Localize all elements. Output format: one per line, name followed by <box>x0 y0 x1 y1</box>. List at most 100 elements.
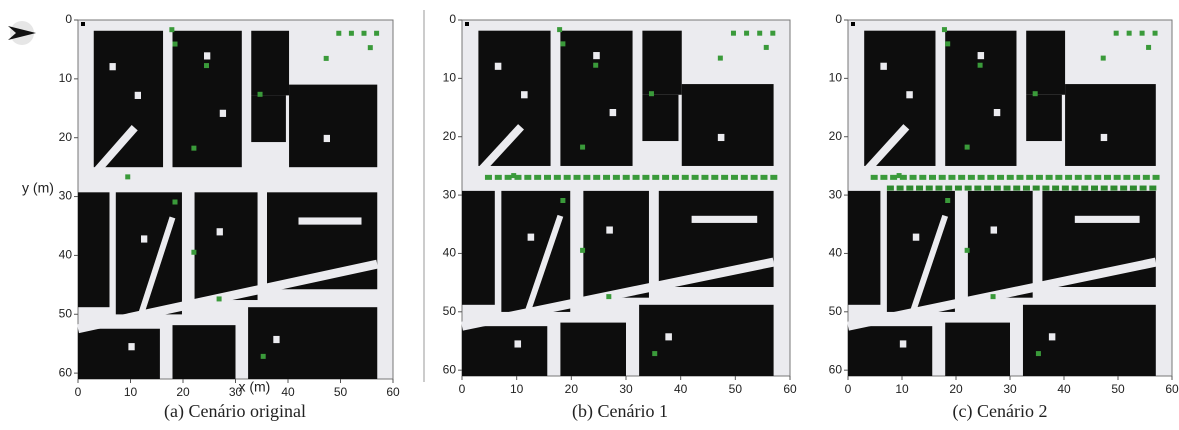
courtyard <box>906 91 912 98</box>
antenna <box>557 27 562 32</box>
origin-marker <box>81 22 85 26</box>
building <box>945 323 1010 376</box>
antenna <box>682 175 689 180</box>
map-panel: 01020304050600102030405060(b) Cenário 1 <box>443 12 797 422</box>
y-tick-label: 60 <box>829 362 843 376</box>
building <box>462 191 495 305</box>
antenna <box>1123 175 1130 180</box>
courtyard <box>521 91 528 98</box>
antenna <box>1016 175 1023 180</box>
map-panel: 01020304050600102030405060(c) Cenário 2 <box>829 12 1179 422</box>
y-tick-label: 10 <box>59 71 73 85</box>
antenna <box>978 175 985 180</box>
courtyard <box>991 226 997 233</box>
building <box>642 31 681 95</box>
antenna <box>606 294 611 299</box>
antenna <box>929 175 936 180</box>
antenna <box>349 31 354 36</box>
y-tick-label: 40 <box>829 246 843 260</box>
antenna <box>945 41 950 46</box>
antenna <box>623 175 630 180</box>
courtyard <box>913 234 919 241</box>
antenna <box>974 186 981 191</box>
antenna <box>731 31 736 36</box>
antenna <box>741 175 748 180</box>
antenna <box>1004 186 1011 191</box>
antenna <box>1033 91 1038 96</box>
antenna <box>991 294 996 299</box>
antenna <box>910 175 917 180</box>
antenna <box>1046 175 1053 180</box>
courtyard <box>718 134 725 141</box>
building <box>560 323 626 376</box>
antenna <box>1114 175 1121 180</box>
compass <box>8 21 36 45</box>
antenna <box>258 92 263 97</box>
caption: (b) Cenário 1 <box>572 401 668 422</box>
antenna <box>1127 31 1132 36</box>
antenna <box>984 186 991 191</box>
antenna <box>1120 186 1127 191</box>
antenna <box>718 56 723 61</box>
antenna <box>731 175 738 180</box>
y-tick-label: 50 <box>829 304 843 318</box>
x-tick-label: 10 <box>510 382 524 396</box>
antenna <box>744 31 749 36</box>
building <box>682 84 774 166</box>
antenna <box>1042 186 1049 191</box>
antenna <box>770 31 775 36</box>
y-axis-label: y (m) <box>22 179 54 195</box>
courtyard <box>1049 333 1055 340</box>
courtyard <box>1101 134 1107 141</box>
antenna <box>261 354 266 359</box>
antenna <box>1036 351 1041 356</box>
antenna <box>935 186 942 191</box>
antenna <box>945 186 952 191</box>
antenna <box>721 175 728 180</box>
antenna <box>368 45 373 50</box>
x-tick-label: 30 <box>1003 382 1017 396</box>
building <box>864 31 935 166</box>
x-tick-label: 20 <box>565 382 579 396</box>
origin-marker <box>851 22 855 26</box>
y-tick-label: 20 <box>443 129 457 143</box>
y-tick-label: 60 <box>59 365 73 379</box>
antenna <box>1153 31 1158 36</box>
antenna <box>362 31 367 36</box>
antenna <box>955 186 962 191</box>
antenna <box>580 248 585 253</box>
antenna <box>173 200 178 205</box>
antenna <box>1091 186 1098 191</box>
antenna <box>1110 186 1117 191</box>
antenna <box>324 56 329 61</box>
antenna <box>945 198 950 203</box>
x-tick-label: 20 <box>949 382 963 396</box>
courtyard <box>994 109 1000 116</box>
antenna <box>633 175 640 180</box>
y-tick-label: 30 <box>443 187 457 201</box>
building <box>78 192 110 307</box>
antenna <box>554 175 561 180</box>
antenna <box>987 175 994 180</box>
antenna <box>191 250 196 255</box>
antenna <box>593 175 600 180</box>
y-tick-label: 20 <box>829 129 843 143</box>
antenna <box>701 175 708 180</box>
y-tick-label: 50 <box>59 306 73 320</box>
building <box>251 31 289 96</box>
antenna <box>1104 175 1111 180</box>
antenna <box>524 175 531 180</box>
x-tick-label: 50 <box>729 382 743 396</box>
courtyard <box>1075 216 1140 223</box>
antenna <box>887 186 894 191</box>
y-tick-label: 10 <box>443 71 457 85</box>
antenna <box>1007 175 1014 180</box>
x-tick-label: 30 <box>619 382 633 396</box>
x-tick-label: 10 <box>124 385 138 399</box>
antenna <box>916 186 923 191</box>
antenna <box>514 175 521 180</box>
y-tick-label: 30 <box>59 189 73 203</box>
courtyard <box>900 340 906 347</box>
x-tick-label: 10 <box>895 382 909 396</box>
